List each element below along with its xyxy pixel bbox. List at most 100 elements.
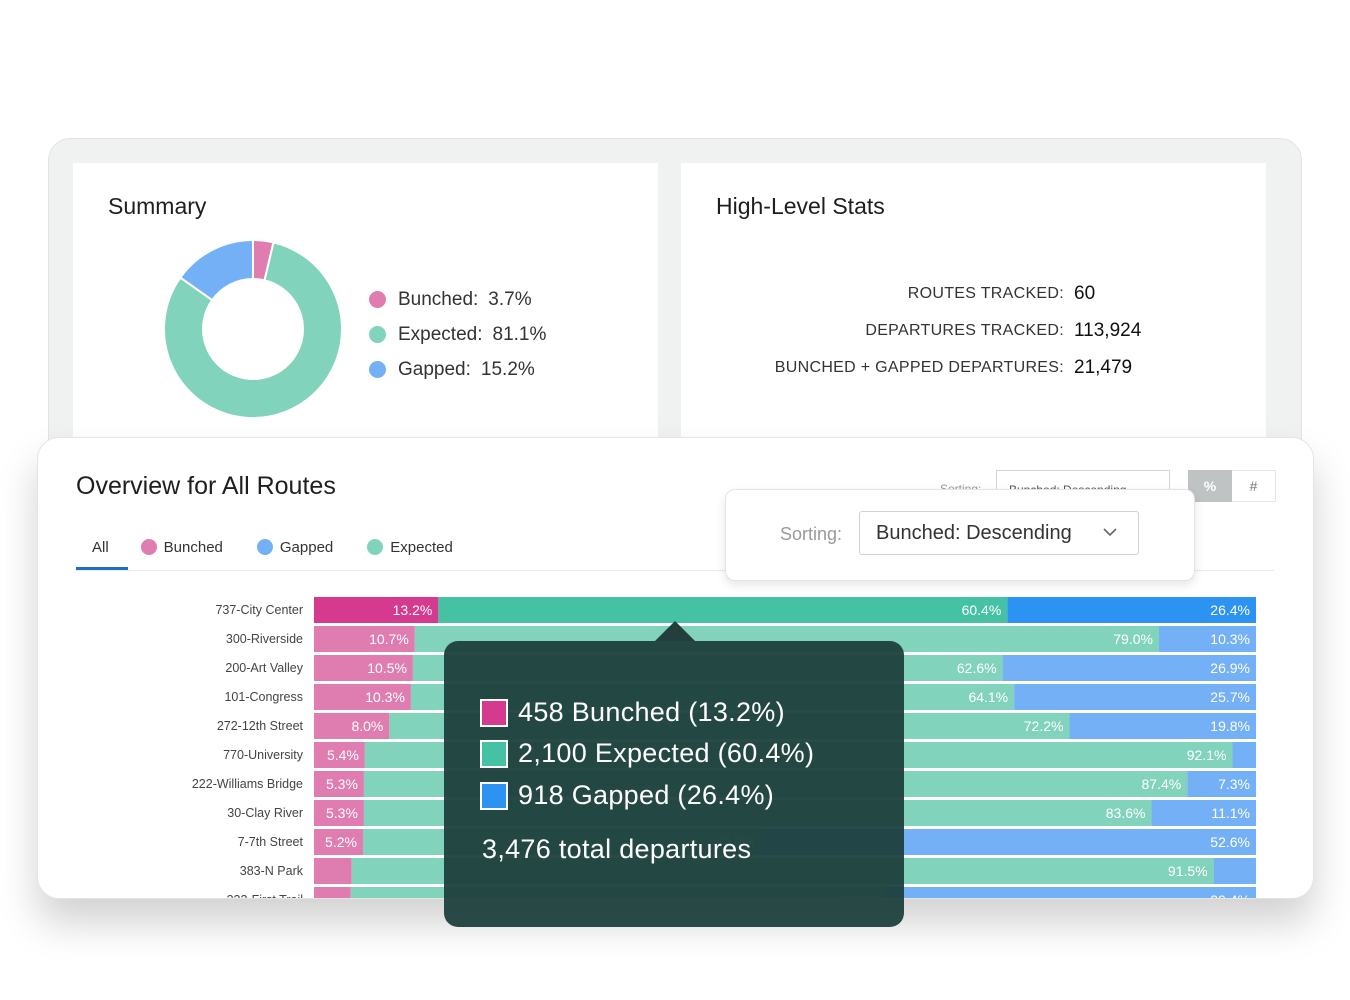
tooltip-text: 458 Bunched (13.2%) <box>518 697 785 727</box>
bar-segment-gapped[interactable] <box>1069 713 1256 739</box>
legend-item-gapped: Gapped: 15.2% <box>369 352 546 387</box>
tooltip-row-expected: 2,100 Expected (60.4%) <box>480 738 814 769</box>
route-label: 770-University <box>223 748 304 762</box>
legend-label: Bunched: <box>398 288 479 310</box>
bunched-swatch-icon <box>480 698 508 727</box>
legend-label: Expected: <box>398 323 483 345</box>
bar-value-label: 91.5% <box>1168 863 1208 879</box>
tooltip-row-gapped: 918 Gapped (26.4%) <box>480 780 774 811</box>
stats-title: High-Level Stats <box>716 193 885 219</box>
route-label: 101-Congress <box>224 690 303 704</box>
bar-value-label: 62.6% <box>957 660 997 676</box>
bar-segment-bunched[interactable] <box>314 597 439 623</box>
sorting-label: Sorting: <box>780 524 843 544</box>
bar-segment-gapped[interactable] <box>1232 742 1256 768</box>
count-toggle-button[interactable]: # <box>1232 470 1276 502</box>
gapped-swatch-icon <box>480 781 508 810</box>
route-label: 737-City Center <box>215 603 303 617</box>
sorting-popup: Sorting: Bunched: Descending <box>725 489 1195 581</box>
stat-label: DEPARTURES TRACKED: <box>865 321 1064 339</box>
summary-donut-chart <box>163 239 343 419</box>
stat-value: 21,479 <box>1074 356 1133 378</box>
route-label: 200-Art Valley <box>225 661 303 675</box>
bar-segment-gapped[interactable] <box>1007 597 1256 623</box>
bar-value-label: 7.3% <box>1218 776 1250 792</box>
summary-title: Summary <box>108 193 207 219</box>
route-label: 30-Clay River <box>227 806 303 820</box>
bar-segment-bunched[interactable] <box>314 887 351 898</box>
bar-value-label: 10.5% <box>367 660 407 676</box>
summary-legend: Bunched: 3.7% Expected: 81.1% Gapped: 15… <box>369 282 546 387</box>
bar-segment-bunched[interactable] <box>314 742 365 768</box>
expected-swatch-icon <box>480 739 508 768</box>
stat-departures-tracked: DEPARTURES TRACKED: 113,924 <box>775 312 1146 349</box>
bar-segment-bunched[interactable] <box>314 626 415 652</box>
tab-label: Expected <box>390 538 453 556</box>
stats-list: ROUTES TRACKED: 60 DEPARTURES TRACKED: 1… <box>775 275 1146 386</box>
bar-segment-gapped[interactable] <box>1151 800 1256 826</box>
stat-label: ROUTES TRACKED: <box>907 284 1064 302</box>
bar-value-label: 19.8% <box>1210 718 1250 734</box>
bunched-dot-icon <box>369 291 386 308</box>
bar-segment-expected[interactable] <box>438 597 1008 623</box>
bar-segment-bunched[interactable] <box>314 713 390 739</box>
donut-slice-gapped <box>178 239 254 302</box>
bar-value-label: 72.2% <box>1024 718 1064 734</box>
bar-value-label: 92.1% <box>1187 747 1227 763</box>
stat-bunched-gapped-departures: BUNCHED + GAPPED DEPARTURES: 21,479 <box>775 349 1146 386</box>
legend-value: 81.1% <box>492 323 547 345</box>
tab-all[interactable]: All <box>76 533 123 561</box>
tab-expected[interactable]: Expected <box>367 533 453 561</box>
bar-segment-gapped[interactable] <box>884 887 1256 898</box>
filter-tabs: All Bunched Gapped Expected <box>76 533 487 561</box>
stat-routes-tracked: ROUTES TRACKED: 60 <box>775 275 1146 312</box>
route-label: 7-7th Street <box>238 835 304 849</box>
legend-value: 15.2% <box>480 358 535 380</box>
bar-segment-bunched[interactable] <box>314 858 352 884</box>
tab-bunched[interactable]: Bunched <box>140 533 223 561</box>
gapped-dot-icon <box>369 361 386 378</box>
bar-value-label: 10.3% <box>365 689 405 705</box>
bar-segment-bunched[interactable] <box>314 771 364 797</box>
bar-value-label: 11.1% <box>1211 805 1250 821</box>
route-label: 300-Riverside <box>226 632 303 646</box>
legend-item-expected: Expected: 81.1% <box>369 317 546 352</box>
bar-value-label: 52.6% <box>1210 834 1250 850</box>
tab-label: Bunched <box>163 538 223 556</box>
chevron-down-icon <box>1103 528 1117 537</box>
percent-toggle-button[interactable]: % <box>1188 470 1232 502</box>
bar-segment-bunched[interactable] <box>314 655 413 681</box>
bar-value-label: 60.4% <box>962 602 1002 618</box>
legend-value: 3.7% <box>488 288 532 310</box>
bar-value-label: 10.7% <box>369 631 409 647</box>
bar-segment-gapped[interactable] <box>1014 684 1256 710</box>
high-level-stats-card: High-Level Stats ROUTES TRACKED: 60 DEPA… <box>681 163 1266 453</box>
tooltip-text: 918 Gapped (26.4%) <box>518 780 775 810</box>
bar-value-label: 26.4% <box>1210 602 1250 618</box>
bar-segment-bunched[interactable] <box>314 829 363 855</box>
value-mode-toggle: % # <box>1188 470 1276 502</box>
bar-segment-gapped[interactable] <box>1213 858 1256 884</box>
tooltip-row-bunched: 458 Bunched (13.2%) <box>480 697 785 728</box>
bar-value-label: 5.4% <box>327 747 359 763</box>
bar-segment-gapped[interactable] <box>1187 771 1256 797</box>
bar-value-label: 5.3% <box>326 805 358 821</box>
tabs-divider <box>76 570 1274 571</box>
expected-dot-icon <box>367 539 384 555</box>
tooltip-arrow <box>655 621 695 641</box>
stat-value: 60 <box>1074 282 1096 304</box>
gapped-dot-icon <box>256 539 273 555</box>
tab-label: All <box>92 538 109 556</box>
overview-title: Overview for All Routes <box>76 472 336 500</box>
active-tab-indicator <box>76 567 128 570</box>
tab-gapped[interactable]: Gapped <box>256 533 333 561</box>
bar-segment-bunched[interactable] <box>314 684 411 710</box>
bar-value-label: 26.9% <box>1210 660 1250 676</box>
bar-segment-gapped[interactable] <box>1158 626 1256 652</box>
stat-label: BUNCHED + GAPPED DEPARTURES: <box>774 358 1064 376</box>
route-label: 383-N Park <box>240 864 304 878</box>
sorting-select[interactable]: Bunched: Descending <box>859 511 1139 555</box>
bar-segment-bunched[interactable] <box>314 800 364 826</box>
bar-value-label: 10.3% <box>1210 631 1250 647</box>
bar-segment-gapped[interactable] <box>1002 655 1256 681</box>
